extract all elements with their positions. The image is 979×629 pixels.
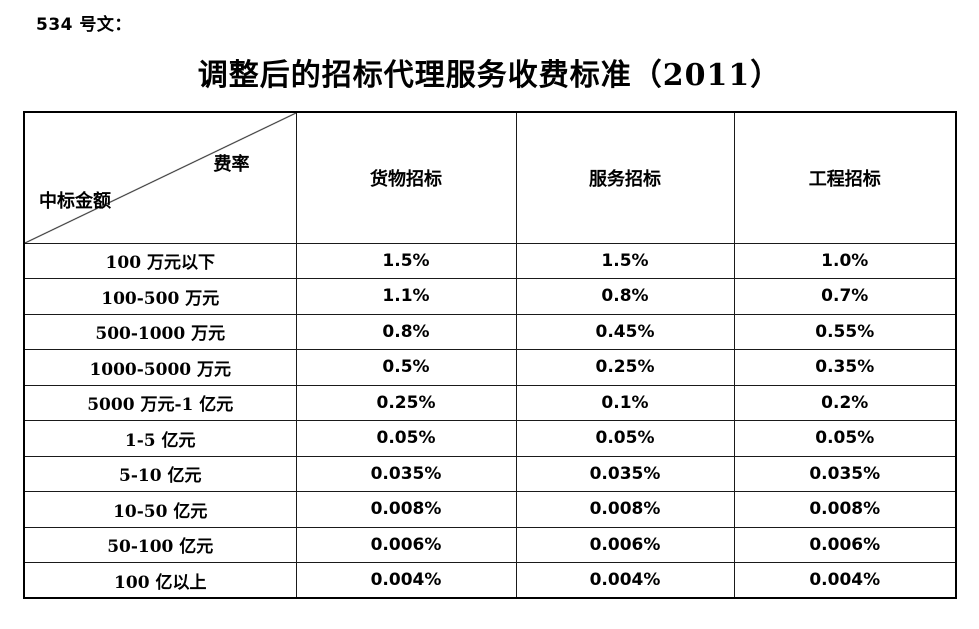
service-rate-cell: 0.45% bbox=[515, 313, 735, 350]
engineering-rate-cell: 0.7% bbox=[733, 278, 957, 315]
service-rate-cell: 0.006% bbox=[515, 526, 735, 563]
column-header-engineering: 工程招标 bbox=[733, 111, 957, 244]
corner-header-cell: 费率 中标金额 bbox=[23, 111, 297, 244]
amount-cell: 500-1000 万元 bbox=[23, 313, 297, 350]
service-rate-cell: 0.8% bbox=[515, 278, 735, 315]
engineering-rate-cell: 0.006% bbox=[733, 526, 957, 563]
engineering-rate-cell: 0.035% bbox=[733, 455, 957, 492]
service-rate-cell: 0.1% bbox=[515, 384, 735, 421]
corner-label-rate: 费率 bbox=[213, 154, 250, 175]
header-row: 费率 中标金额 货物招标 服务招标 工程招标 bbox=[23, 111, 957, 244]
amount-cell: 100 万元以下 bbox=[23, 242, 297, 279]
amount-cell: 1-5 亿元 bbox=[23, 420, 297, 457]
table-row: 1-5 亿元 0.05% 0.05% 0.05% bbox=[23, 420, 957, 457]
engineering-rate-cell: 0.35% bbox=[733, 349, 957, 386]
amount-cell: 5-10 亿元 bbox=[23, 455, 297, 492]
amount-cell: 100-500 万元 bbox=[23, 278, 297, 315]
service-rate-cell: 1.5% bbox=[515, 242, 735, 279]
engineering-rate-cell: 0.55% bbox=[733, 313, 957, 350]
table-row: 500-1000 万元 0.8% 0.45% 0.55% bbox=[23, 313, 957, 350]
table-row: 100 亿以上 0.004% 0.004% 0.004% bbox=[23, 562, 957, 599]
diagonal-divider-line bbox=[25, 113, 296, 243]
table-row: 5000 万元-1 亿元 0.25% 0.1% 0.2% bbox=[23, 384, 957, 421]
goods-rate-cell: 1.5% bbox=[295, 242, 517, 279]
engineering-rate-cell: 0.2% bbox=[733, 384, 957, 421]
service-rate-cell: 0.25% bbox=[515, 349, 735, 386]
goods-rate-cell: 0.008% bbox=[295, 491, 517, 528]
corner-label-amount: 中标金额 bbox=[39, 190, 111, 212]
goods-rate-cell: 0.5% bbox=[295, 349, 517, 386]
column-header-service: 服务招标 bbox=[515, 111, 735, 244]
goods-rate-cell: 1.1% bbox=[295, 278, 517, 315]
goods-rate-cell: 0.004% bbox=[295, 562, 517, 599]
engineering-rate-cell: 0.008% bbox=[733, 491, 957, 528]
table-row: 100 万元以下 1.5% 1.5% 1.0% bbox=[23, 242, 957, 279]
engineering-rate-cell: 0.05% bbox=[733, 420, 957, 457]
page-title: 调整后的招标代理服务收费标准（2011） bbox=[197, 58, 782, 93]
amount-cell: 10-50 亿元 bbox=[23, 491, 297, 528]
doc-number: 534 号文： bbox=[36, 15, 132, 35]
table-body: 100 万元以下 1.5% 1.5% 1.0% 100-500 万元 1.1% … bbox=[23, 242, 957, 599]
table-row: 100-500 万元 1.1% 0.8% 0.7% bbox=[23, 278, 957, 315]
amount-cell: 50-100 亿元 bbox=[23, 526, 297, 563]
table-header: 费率 中标金额 货物招标 服务招标 工程招标 bbox=[23, 111, 957, 244]
goods-rate-cell: 0.05% bbox=[295, 420, 517, 457]
table-row: 5-10 亿元 0.035% 0.035% 0.035% bbox=[23, 455, 957, 492]
goods-rate-cell: 0.035% bbox=[295, 455, 517, 492]
service-rate-cell: 0.004% bbox=[515, 562, 735, 599]
table-row: 50-100 亿元 0.006% 0.006% 0.006% bbox=[23, 526, 957, 563]
service-rate-cell: 0.035% bbox=[515, 455, 735, 492]
table-row: 1000-5000 万元 0.5% 0.25% 0.35% bbox=[23, 349, 957, 386]
engineering-rate-cell: 0.004% bbox=[733, 562, 957, 599]
table-row: 10-50 亿元 0.008% 0.008% 0.008% bbox=[23, 491, 957, 528]
amount-cell: 100 亿以上 bbox=[23, 562, 297, 599]
goods-rate-cell: 0.25% bbox=[295, 384, 517, 421]
engineering-rate-cell: 1.0% bbox=[733, 242, 957, 279]
column-header-goods: 货物招标 bbox=[295, 111, 517, 244]
service-rate-cell: 0.05% bbox=[515, 420, 735, 457]
goods-rate-cell: 0.8% bbox=[295, 313, 517, 350]
service-rate-cell: 0.008% bbox=[515, 491, 735, 528]
amount-cell: 5000 万元-1 亿元 bbox=[23, 384, 297, 421]
fee-rate-table: 费率 中标金额 货物招标 服务招标 工程招标 100 万元以下 1.5% 1.5… bbox=[23, 111, 957, 599]
amount-cell: 1000-5000 万元 bbox=[23, 349, 297, 386]
goods-rate-cell: 0.006% bbox=[295, 526, 517, 563]
